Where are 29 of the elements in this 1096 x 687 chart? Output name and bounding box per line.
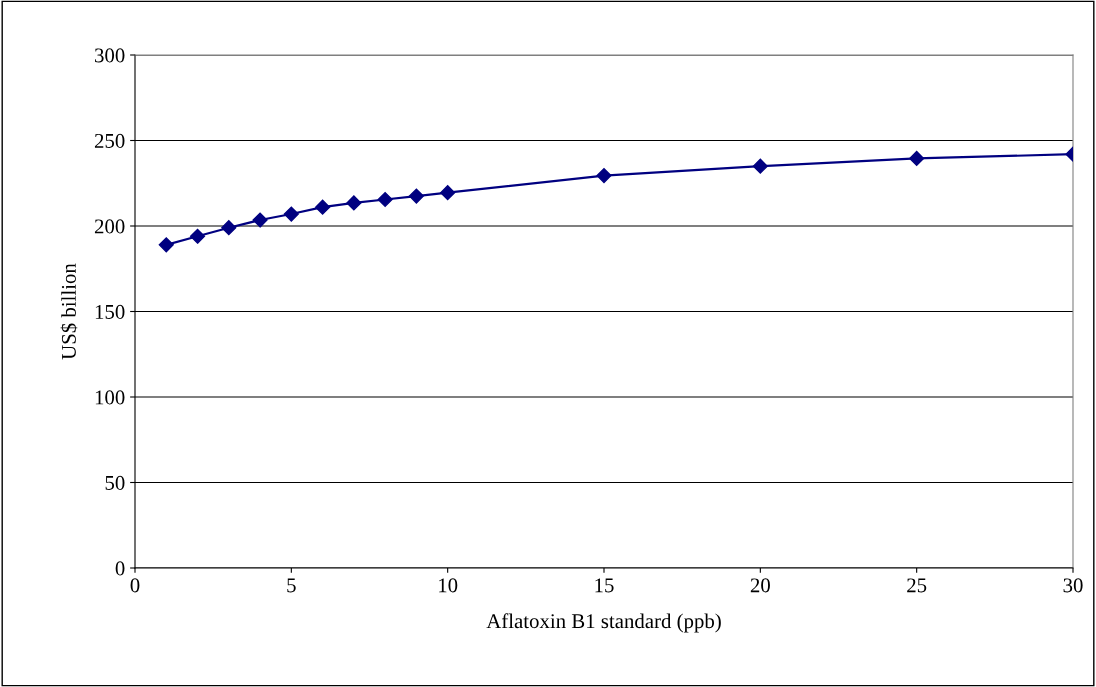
y-tick-label: 50: [105, 475, 125, 490]
point: [221, 220, 237, 236]
y-tick-label: 0: [115, 561, 125, 576]
x-axis-title: Aflatoxin B1 standard (ppb): [486, 613, 721, 633]
y-axis-title: US$ billion: [60, 263, 78, 360]
point: [346, 195, 362, 211]
point: [252, 212, 268, 228]
x-tick-label: 30: [1063, 578, 1083, 593]
x-tick-label: 5: [287, 578, 296, 593]
point: [283, 206, 299, 222]
x-tick-label: 15: [595, 578, 614, 593]
x-tick-label: 20: [750, 578, 770, 593]
x-tick-label: 25: [907, 578, 927, 593]
y-tick-label: 300: [95, 48, 125, 63]
point: [596, 167, 612, 184]
point: [408, 188, 424, 204]
point: [158, 237, 174, 253]
point: [377, 191, 393, 208]
point: [752, 158, 768, 174]
x-tick-label: 10: [439, 578, 458, 593]
point: [315, 199, 331, 215]
point: [440, 185, 456, 201]
y-tick-label: 250: [94, 133, 125, 148]
y-tick-label: 150: [95, 304, 125, 319]
point: [909, 150, 925, 167]
x-tick-label: 0: [130, 578, 140, 593]
point: [189, 228, 206, 244]
y-tick-label: 100: [95, 390, 125, 405]
y-tick-label: 200: [94, 219, 125, 234]
